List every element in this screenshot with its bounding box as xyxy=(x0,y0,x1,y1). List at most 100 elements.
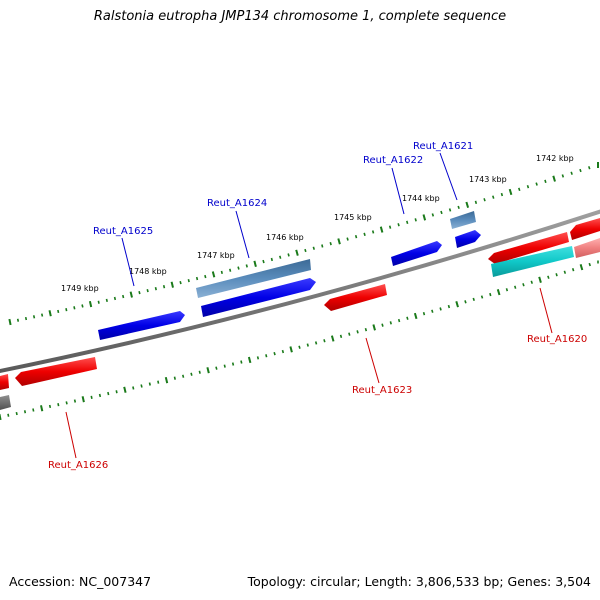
scale-tick xyxy=(113,296,117,301)
scale-tick xyxy=(464,300,467,304)
scale-tick xyxy=(162,285,166,289)
gene-label-reut-a1621[interactable]: Reut_A1621 xyxy=(413,141,473,152)
scale-tick xyxy=(148,382,151,386)
scale-tick xyxy=(240,360,243,364)
gene-arrow-blue-b[interactable] xyxy=(455,230,481,248)
scale-tick xyxy=(164,376,169,384)
scale-tick xyxy=(337,238,341,245)
scale-tick xyxy=(123,386,127,393)
scale-tick xyxy=(107,391,110,396)
scale-tick xyxy=(440,210,443,215)
scale-tick xyxy=(187,279,190,283)
scale-tick xyxy=(518,187,521,192)
gene-arrow-reut-a1626[interactable] xyxy=(15,357,97,386)
scale-label-1742: 1742 kbp xyxy=(536,154,574,163)
scale-tick xyxy=(306,343,309,347)
scale-tick xyxy=(273,351,276,356)
scale-tick xyxy=(431,213,435,217)
scale-tick xyxy=(146,289,149,293)
scale-tick xyxy=(552,175,556,182)
scale-tick xyxy=(247,356,252,364)
scale-tick xyxy=(570,171,573,175)
scale-tick xyxy=(195,276,199,281)
scale-tick xyxy=(339,334,343,339)
map-title: Ralstonia eutropha JMP134 chromosome 1, … xyxy=(93,9,507,24)
accession-text: Accession: NC_007347 xyxy=(9,574,152,589)
scale-tick xyxy=(245,264,248,268)
scale-tick xyxy=(140,384,143,388)
gene-arrow-reut-a1625[interactable] xyxy=(98,311,185,340)
scale-tick xyxy=(363,232,366,237)
scale-tick xyxy=(48,404,52,409)
scale-tick xyxy=(73,306,76,310)
scale-tick xyxy=(329,241,332,246)
scale-tick xyxy=(522,283,525,287)
scale-tick xyxy=(179,281,182,285)
gene-arrow-reut-a1620[interactable] xyxy=(488,232,569,264)
scale-label-1748: 1748 kbp xyxy=(129,267,167,276)
scale-label-1743: 1743 kbp xyxy=(469,175,507,184)
scale-tick xyxy=(295,249,299,256)
scale-label-1749: 1749 kbp xyxy=(61,284,99,293)
scale-tick xyxy=(182,374,185,378)
scale-tick xyxy=(16,318,20,322)
gene-arrow-cyan[interactable] xyxy=(491,246,574,277)
scale-tick xyxy=(154,287,157,291)
gene-arrow-reut-a1621[interactable] xyxy=(450,211,476,229)
scale-label-1746: 1746 kbp xyxy=(266,233,304,242)
scale-tick xyxy=(8,318,12,326)
gene-arrow-reut-a1622[interactable] xyxy=(391,241,442,266)
scale-tick xyxy=(514,285,517,289)
scale-tick xyxy=(88,300,93,308)
scale-tick xyxy=(346,237,349,241)
scale-tick xyxy=(204,274,207,279)
gene-arrow-gray-left[interactable] xyxy=(0,395,11,410)
scale-tick xyxy=(457,205,460,210)
scale-tick xyxy=(157,380,160,384)
scale-tick xyxy=(198,370,201,374)
scale-tick xyxy=(544,179,547,184)
scale-tick xyxy=(406,220,409,225)
gene-arrow-blue-a[interactable] xyxy=(201,278,316,317)
scale-tick xyxy=(229,268,232,272)
scale-tick xyxy=(304,248,307,253)
scale-tick xyxy=(115,390,118,394)
scale-tick xyxy=(505,288,509,292)
scale-tick xyxy=(48,310,52,317)
scale-tick xyxy=(32,408,35,412)
scale-tick xyxy=(23,410,27,414)
scale-tick xyxy=(483,198,486,202)
gene-arrow-reut-a1624[interactable] xyxy=(196,259,311,298)
scale-tick xyxy=(57,309,60,314)
scale-tick xyxy=(289,346,293,353)
scale-tick xyxy=(253,260,257,267)
scale-label-1745: 1745 kbp xyxy=(334,213,372,222)
gene-label-reut-a1620[interactable]: Reut_A1620 xyxy=(527,334,587,345)
scale-tick xyxy=(314,341,318,345)
gene-label-reut-a1625[interactable]: Reut_A1625 xyxy=(93,226,153,237)
scale-tick xyxy=(364,327,368,332)
scale-tick xyxy=(40,405,44,412)
scale-tick xyxy=(215,366,218,370)
scale-tick xyxy=(0,413,2,421)
scale-tick xyxy=(73,399,77,403)
gene-label-reut-a1624[interactable]: Reut_A1624 xyxy=(207,198,267,209)
gene-label-reut-a1626[interactable]: Reut_A1626 xyxy=(48,460,108,471)
gene-arrow-reut-a1623[interactable] xyxy=(324,284,387,311)
scale-tick xyxy=(330,335,335,342)
gene-arrow-pink[interactable] xyxy=(574,238,600,258)
scale-tick xyxy=(287,253,290,257)
gene-arrow-red-left[interactable] xyxy=(0,374,9,390)
gene-arrow-red-edge[interactable] xyxy=(570,218,600,240)
scale-tick xyxy=(206,367,210,374)
scale-tick xyxy=(555,273,558,277)
outer-scale-ticks xyxy=(8,162,599,326)
gene-label-reut-a1622[interactable]: Reut_A1622 xyxy=(363,155,423,166)
scale-tick xyxy=(422,311,426,316)
scale-tick xyxy=(397,318,401,323)
scale-tick xyxy=(279,255,282,259)
scale-tick xyxy=(173,376,176,380)
scale-tick xyxy=(414,218,417,222)
gene-label-reut-a1623[interactable]: Reut_A1623 xyxy=(352,385,412,396)
